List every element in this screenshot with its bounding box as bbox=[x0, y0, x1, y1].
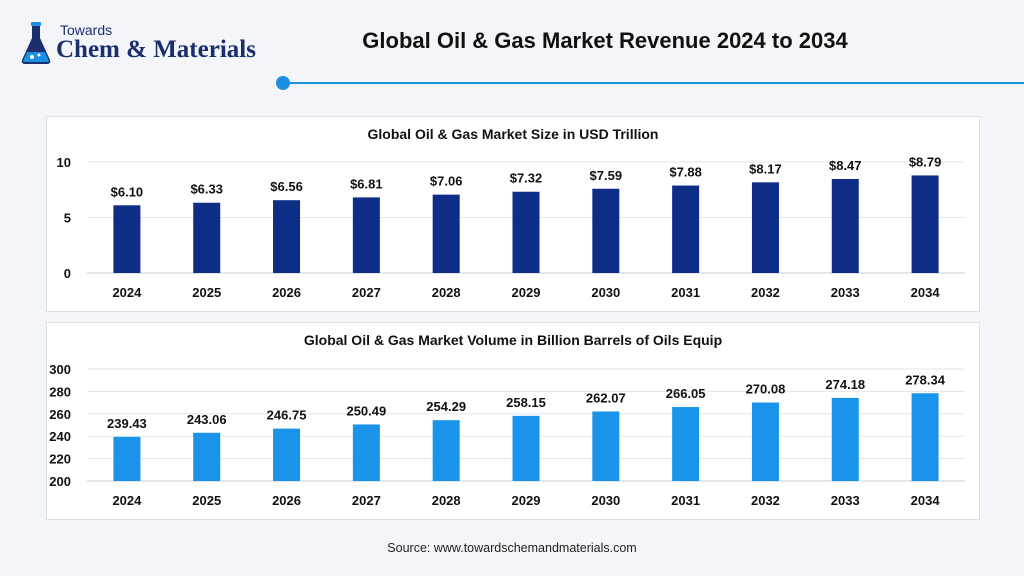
volume-data-label: 254.29 bbox=[426, 399, 466, 414]
volume-data-label: 246.75 bbox=[267, 408, 307, 423]
volume-y-tick-label: 200 bbox=[49, 474, 71, 489]
size-bar-2029 bbox=[512, 191, 540, 273]
size-x-tick-label: 2030 bbox=[591, 285, 620, 300]
volume-x-tick-label: 2034 bbox=[911, 493, 941, 508]
market-size-chart-title: Global Oil & Gas Market Size in USD Tril… bbox=[367, 126, 659, 142]
size-x-tick-label: 2024 bbox=[112, 285, 142, 300]
volume-data-label: 274.18 bbox=[825, 377, 865, 392]
size-data-label: $7.88 bbox=[669, 165, 702, 180]
size-data-label: $6.56 bbox=[270, 179, 303, 194]
size-x-tick-label: 2026 bbox=[272, 285, 301, 300]
size-y-tick-label: 5 bbox=[64, 211, 71, 226]
volume-data-label: 270.08 bbox=[746, 382, 786, 397]
size-data-label: $8.17 bbox=[749, 161, 782, 176]
size-data-label: $7.32 bbox=[510, 171, 543, 186]
size-data-label: $8.79 bbox=[909, 154, 942, 169]
size-x-tick-label: 2032 bbox=[751, 285, 780, 300]
volume-y-tick-label: 260 bbox=[49, 407, 71, 422]
brand-top-text: Towards bbox=[60, 22, 113, 38]
size-data-label: $8.47 bbox=[829, 158, 862, 173]
market-volume-chart-panel: Global Oil & Gas Market Volume in Billio… bbox=[46, 322, 980, 520]
volume-bar-2031 bbox=[672, 407, 700, 481]
page-title: Global Oil & Gas Market Revenue 2024 to … bbox=[362, 28, 848, 53]
size-bar-2034 bbox=[911, 175, 939, 273]
size-bar-2032 bbox=[751, 182, 779, 273]
volume-x-tick-label: 2032 bbox=[751, 493, 780, 508]
volume-x-tick-label: 2033 bbox=[831, 493, 860, 508]
volume-x-tick-label: 2024 bbox=[112, 493, 142, 508]
size-bar-2027 bbox=[352, 197, 380, 273]
volume-x-tick-label: 2025 bbox=[192, 493, 221, 508]
size-data-label: $6.10 bbox=[111, 184, 144, 199]
size-bar-2028 bbox=[432, 194, 460, 273]
size-x-tick-label: 2025 bbox=[192, 285, 221, 300]
size-x-tick-label: 2033 bbox=[831, 285, 860, 300]
volume-x-tick-label: 2031 bbox=[671, 493, 700, 508]
volume-x-tick-label: 2026 bbox=[272, 493, 301, 508]
volume-y-tick-label: 240 bbox=[49, 429, 71, 444]
volume-data-label: 239.43 bbox=[107, 416, 147, 431]
brand-logo: Towards Chem & Materials bbox=[18, 20, 268, 70]
size-data-label: $6.81 bbox=[350, 176, 383, 191]
size-bar-2030 bbox=[592, 188, 620, 273]
volume-y-tick-label: 300 bbox=[49, 362, 71, 377]
size-x-tick-label: 2027 bbox=[352, 285, 381, 300]
market-size-chart: 0 5 10 $6.10 2024 $6.33 2025 $6.56 2026 $6.81 2027… bbox=[57, 154, 965, 300]
volume-data-label: 250.49 bbox=[346, 403, 386, 418]
size-bar-2033 bbox=[831, 178, 859, 273]
accent-divider bbox=[282, 82, 1024, 84]
volume-x-tick-label: 2029 bbox=[512, 493, 541, 508]
volume-data-label: 266.05 bbox=[666, 386, 706, 401]
volume-bar-2032 bbox=[751, 402, 779, 481]
volume-bar-2028 bbox=[432, 420, 460, 481]
volume-data-label: 243.06 bbox=[187, 412, 227, 427]
market-volume-chart-title: Global Oil & Gas Market Volume in Billio… bbox=[303, 332, 723, 348]
volume-data-label: 262.07 bbox=[586, 390, 626, 405]
flask-icon bbox=[21, 22, 51, 64]
size-x-tick-label: 2034 bbox=[911, 285, 941, 300]
volume-bar-2029 bbox=[512, 415, 540, 481]
size-y-tick-label: 10 bbox=[57, 155, 71, 170]
volume-data-label: 258.15 bbox=[506, 395, 546, 410]
size-x-tick-label: 2029 bbox=[512, 285, 541, 300]
size-x-tick-label: 2028 bbox=[432, 285, 461, 300]
size-data-label: $7.06 bbox=[430, 174, 463, 189]
volume-x-tick-label: 2027 bbox=[352, 493, 381, 508]
volume-bar-2027 bbox=[352, 424, 380, 481]
market-size-chart-panel: Global Oil & Gas Market Size in USD Tril… bbox=[46, 116, 980, 312]
size-bar-2031 bbox=[672, 185, 700, 273]
size-bar-2026 bbox=[273, 200, 301, 273]
size-bar-2025 bbox=[193, 202, 221, 273]
brand-main-text: Chem & Materials bbox=[56, 36, 256, 63]
volume-bar-2026 bbox=[273, 428, 301, 481]
source-note: Source: www.towardschemandmaterials.com bbox=[387, 541, 637, 555]
size-data-label: $7.59 bbox=[590, 168, 623, 183]
size-bar-2024 bbox=[113, 205, 141, 273]
volume-bar-2030 bbox=[592, 411, 620, 481]
size-y-tick-label: 0 bbox=[64, 266, 71, 281]
volume-bar-2025 bbox=[193, 432, 221, 481]
size-x-tick-label: 2031 bbox=[671, 285, 700, 300]
volume-x-tick-label: 2028 bbox=[432, 493, 461, 508]
volume-bar-2033 bbox=[831, 397, 859, 481]
volume-y-tick-label: 220 bbox=[49, 452, 71, 467]
size-data-label: $6.33 bbox=[190, 182, 223, 197]
volume-bar-2034 bbox=[911, 393, 939, 481]
volume-bar-2024 bbox=[113, 436, 141, 481]
accent-dot bbox=[276, 76, 290, 90]
volume-data-label: 278.34 bbox=[905, 372, 946, 387]
volume-x-tick-label: 2030 bbox=[591, 493, 620, 508]
market-volume-chart: 200 220 240 260 280 300 239.43 2024 243.06 2025 24… bbox=[49, 362, 965, 508]
volume-y-tick-label: 280 bbox=[49, 384, 71, 399]
